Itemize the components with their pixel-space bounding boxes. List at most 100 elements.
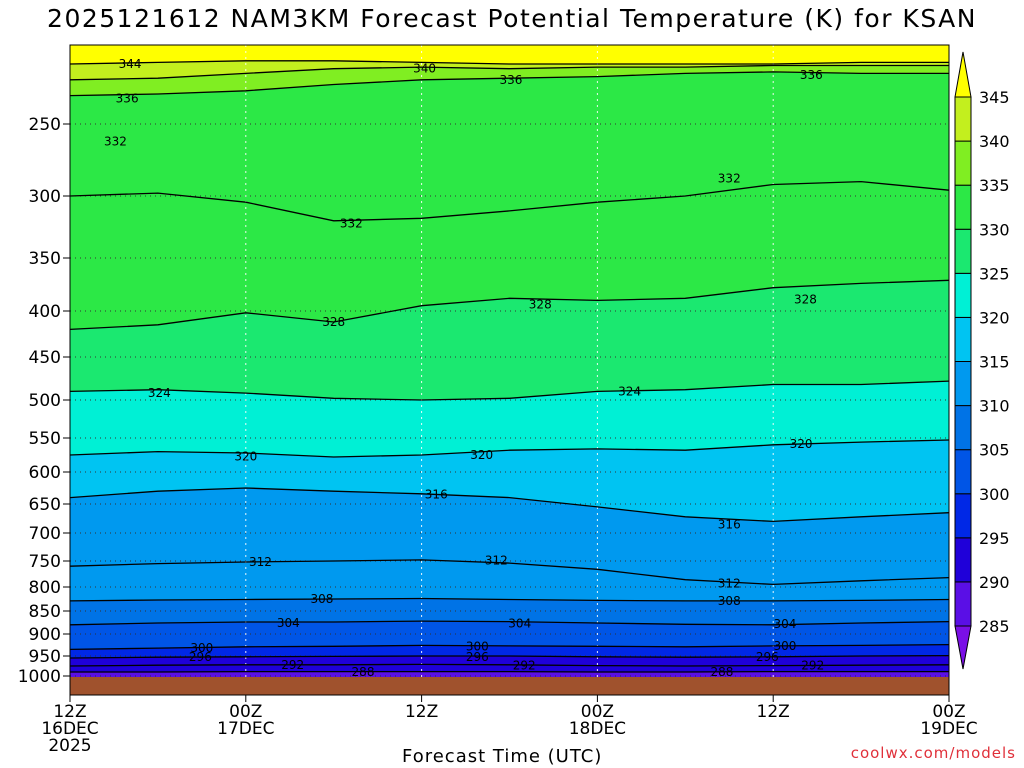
contour-label-15: 320 xyxy=(790,437,813,451)
contour-label-24: 304 xyxy=(508,616,531,630)
credit-link[interactable]: coolwx.com/models xyxy=(850,744,1016,762)
colorbar: 285 290 295 300 305 310 315 320 325 330 335 340 345 xyxy=(954,51,1010,670)
contour-308 xyxy=(69,597,950,602)
contour-label-1: 340 xyxy=(413,62,436,76)
contour-340 xyxy=(69,64,949,81)
potential-temperature-fill xyxy=(70,45,949,696)
contour-label-11: 324 xyxy=(148,386,171,400)
colorbar-bottom-arrow xyxy=(954,625,972,670)
contour-312 xyxy=(69,559,950,586)
contour-label-5: 332 xyxy=(104,134,127,148)
contour-label-10: 328 xyxy=(322,315,345,329)
contour-label-25: 304 xyxy=(773,617,796,631)
colorbar-label-305: 305 xyxy=(979,441,1010,460)
contour-336 xyxy=(69,71,949,97)
contour-label-13: 320 xyxy=(234,449,257,463)
colorbar-swatch-340 xyxy=(954,96,972,142)
y-tick-750: 750 xyxy=(29,552,61,572)
colorbar-top-arrow xyxy=(954,51,972,98)
x-tick-label-0-0: 12Z xyxy=(53,702,86,722)
y-tick-550: 550 xyxy=(29,429,61,449)
contour-label-22: 308 xyxy=(718,594,741,608)
contour-label-0: 344 xyxy=(119,57,142,71)
contour-label-30: 296 xyxy=(466,650,489,664)
x-tick-label-36-1: 18DEC xyxy=(569,719,626,739)
contour-label-14: 320 xyxy=(470,448,493,462)
contour-324 xyxy=(69,380,950,401)
contour-label-35: 288 xyxy=(352,665,375,679)
contour-label-26: 300 xyxy=(190,641,213,655)
y-axis-ticks: 250 300 350 400 450 500 550 600 650 700 750 800 850 9… xyxy=(18,115,70,687)
contour-344 xyxy=(69,60,949,65)
contour-label-20: 312 xyxy=(718,576,741,590)
x-tick-label-12-1: 17DEC xyxy=(217,719,274,739)
x-tick-label-0-2: 2025 xyxy=(48,736,91,756)
x-tick-label-24-0: 12Z xyxy=(405,702,438,722)
colorbar-label-345: 345 xyxy=(979,88,1010,107)
contour-328 xyxy=(69,279,950,331)
y-tick-500: 500 xyxy=(29,391,61,411)
colorbar-label-330: 330 xyxy=(979,220,1010,239)
contour-label-34: 292 xyxy=(801,659,824,673)
chart-title: 2025121612 NAM3KM Forecast Potential Tem… xyxy=(47,4,977,33)
colorbar-label-285: 285 xyxy=(979,617,1010,636)
colorbar-swatch-300 xyxy=(954,449,972,495)
y-tick-700: 700 xyxy=(29,524,61,544)
contour-label-7: 332 xyxy=(340,216,363,230)
contour-label-23: 304 xyxy=(277,616,300,630)
y-tick-600: 600 xyxy=(29,463,61,483)
colorbar-swatch-325 xyxy=(954,228,972,274)
x-tick-label-36-0: 00Z xyxy=(581,702,614,722)
x-tick-label-0-1: 16DEC xyxy=(41,719,98,739)
contour-332 xyxy=(69,180,950,222)
ground-layer xyxy=(70,677,949,695)
contour-label-19: 312 xyxy=(485,553,508,567)
contour-label-17: 316 xyxy=(718,517,741,531)
colorbar-swatch-315 xyxy=(954,316,972,362)
colorbar-swatch-290 xyxy=(954,537,972,583)
y-tick-850: 850 xyxy=(29,602,61,622)
y-tick-250: 250 xyxy=(29,115,61,135)
y-tick-300: 300 xyxy=(29,187,61,207)
contour-label-18: 312 xyxy=(249,555,272,569)
colorbar-swatch-305 xyxy=(954,405,972,451)
x-tick-label-48-0: 12Z xyxy=(757,702,790,722)
contour-label-6: 332 xyxy=(718,172,741,186)
contour-300 xyxy=(69,643,950,651)
contour-label-16: 316 xyxy=(425,487,448,501)
contour-296 xyxy=(69,654,950,659)
colorbar-label-300: 300 xyxy=(979,485,1010,504)
y-tick-350: 350 xyxy=(29,249,61,269)
contour-label-33: 292 xyxy=(513,659,536,673)
y-tick-1000: 1000 xyxy=(18,667,61,687)
contour-label-27: 300 xyxy=(466,639,489,653)
colorbar-label-290: 290 xyxy=(979,573,1010,592)
contour-label-32: 292 xyxy=(281,658,304,672)
colorbar-swatch-320 xyxy=(954,272,972,318)
contour-label-8: 328 xyxy=(529,298,552,312)
colorbar-label-315: 315 xyxy=(979,353,1010,372)
contour-304 xyxy=(69,620,950,626)
y-tick-400: 400 xyxy=(29,302,61,322)
colorbar-swatch-285 xyxy=(954,581,972,627)
colorbar-label-310: 310 xyxy=(979,397,1010,416)
contour-label-36: 288 xyxy=(710,665,733,679)
contour-label-12: 324 xyxy=(618,384,641,398)
colorbar-swatch-335 xyxy=(954,140,972,186)
x-tick-label-60-0: 00Z xyxy=(932,702,965,722)
colorbar-label-335: 335 xyxy=(979,176,1010,195)
y-tick-450: 450 xyxy=(29,348,61,368)
contour-lines xyxy=(69,60,950,673)
y-tick-950: 950 xyxy=(29,647,61,667)
x-axis-label: Forecast Time (UTC) xyxy=(402,746,603,767)
plot-frame xyxy=(69,44,950,696)
colorbar-swatch-310 xyxy=(954,361,972,407)
x-tick-label-12-0: 00Z xyxy=(229,702,262,722)
contour-label-21: 308 xyxy=(311,592,334,606)
contour-label-31: 296 xyxy=(756,650,779,664)
colorbar-label-340: 340 xyxy=(979,132,1010,151)
contour-label-3: 336 xyxy=(800,68,823,82)
y-tick-800: 800 xyxy=(29,578,61,598)
contour-320 xyxy=(69,439,950,458)
